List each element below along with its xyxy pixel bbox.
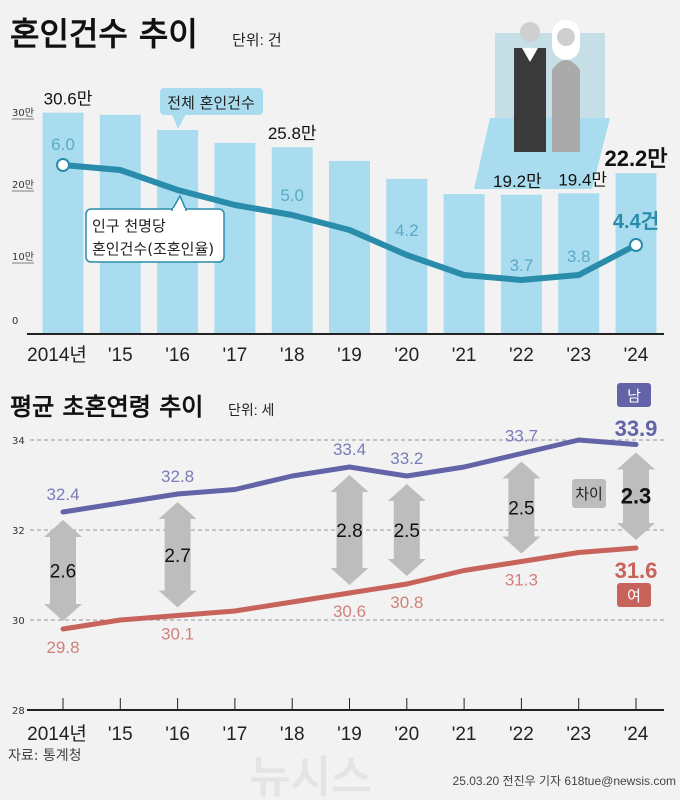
- x-tick-label: '19: [337, 345, 362, 366]
- y-tick-label: 30만: [12, 107, 34, 119]
- female-value-label: 31.6: [615, 558, 658, 583]
- x-tick-label: '18: [280, 724, 305, 745]
- rate-value-label: 3.8: [567, 247, 591, 266]
- bar-value-label: 22.2만: [604, 146, 667, 171]
- bar-0: [42, 112, 84, 334]
- callout-rate-line2: 혼인건수(조혼인율): [92, 240, 214, 258]
- bar-value-label: 19.2만: [493, 172, 542, 191]
- callout-total-label: 전체 혼인건수: [167, 94, 255, 112]
- callout-total: 전체 혼인건수: [160, 88, 263, 129]
- x-tick-label: '24: [624, 724, 649, 745]
- gap-arrow-0: [44, 520, 82, 621]
- credit-text: 25.03.20 전진우 기자 618tue@newsis.com: [453, 774, 676, 788]
- male-value-label: 33.7: [505, 427, 538, 446]
- x-tick-label: '22: [509, 345, 534, 366]
- x-tick-label: 2014년: [27, 344, 87, 366]
- x-tick-label: '15: [108, 724, 133, 745]
- legend-male: 남: [617, 383, 651, 407]
- x-tick-label: '20: [394, 345, 419, 366]
- gap-value-label: 2.3: [621, 483, 652, 508]
- callout-rate: 인구 천명당 혼인건수(조혼인율): [85, 194, 225, 263]
- bar-value-label: 30.6만: [44, 90, 93, 109]
- gap-value-label: 2.5: [508, 499, 534, 520]
- bar-5: [329, 160, 370, 333]
- gap-arrow-6: [387, 484, 426, 576]
- bar-value-label: 25.8만: [268, 124, 317, 143]
- female-value-label: 30.1: [161, 625, 194, 644]
- male-value-label: 32.8: [161, 467, 194, 486]
- x-tick-label: 2014년: [27, 723, 87, 745]
- female-value-label: 30.6: [333, 602, 366, 621]
- male-line: [60, 437, 639, 515]
- gap-value-label: 2.5: [394, 521, 420, 542]
- rate-value-label: 5.0: [280, 186, 304, 205]
- female-value-label: 31.3: [505, 571, 538, 590]
- female-value-label: 30.8: [390, 593, 423, 612]
- gap-arrow-10: [617, 452, 655, 540]
- gap-arrow-2: [158, 502, 197, 608]
- chart1-title: 혼인건수 추이: [10, 15, 198, 53]
- gap-legend-label: 차이: [575, 485, 603, 503]
- y-tick-label: 0: [12, 316, 18, 327]
- female-value-label: 29.8: [46, 638, 79, 657]
- x-tick-label: '21: [452, 724, 477, 745]
- rate-value-label: 6.0: [51, 135, 75, 154]
- gap-arrow-8: [502, 461, 541, 554]
- rate-value-label: 4.4건: [613, 210, 659, 233]
- bar-4: [271, 147, 313, 333]
- bar-9: [558, 193, 600, 333]
- x-tick-label: '22: [509, 724, 534, 745]
- x-tick-label: '17: [223, 724, 248, 745]
- x-tick-label: '15: [108, 345, 133, 366]
- wedding-couple-icon: [474, 20, 610, 189]
- male-value-label: 32.4: [46, 485, 79, 504]
- gap-legend: 차이: [572, 479, 606, 508]
- x-tick-label: '19: [337, 724, 362, 745]
- y-tick-label: 34: [12, 436, 25, 447]
- source-text: 자료: 통계청: [8, 748, 82, 764]
- male-value-label: 33.2: [390, 449, 423, 468]
- chart2-unit: 단위: 세: [228, 402, 274, 418]
- rate-line: [60, 162, 639, 283]
- male-value-label: 33.4: [333, 440, 366, 459]
- callout-rate-line1: 인구 천명당: [92, 217, 166, 235]
- bar-value-label: 19.4만: [558, 170, 607, 189]
- gap-value-label: 2.7: [164, 546, 190, 567]
- y-tick-label: 10만: [12, 251, 34, 263]
- x-tick-label: '23: [566, 724, 591, 745]
- legend-female-label: 여: [627, 587, 641, 605]
- legend-female: 여: [617, 583, 651, 607]
- rate-value-label: 3.7: [510, 256, 534, 275]
- chart1-unit: 단위: 건: [232, 32, 282, 49]
- x-tick-label: '21: [452, 345, 477, 366]
- rate-point-10: [629, 238, 643, 252]
- gap-value-label: 2.8: [336, 521, 362, 542]
- gap-value-label: 2.6: [50, 562, 76, 583]
- bar-7: [443, 194, 485, 333]
- gap-arrow-5: [330, 475, 369, 585]
- x-tick-label: '24: [624, 345, 649, 366]
- chart2-title: 평균 초혼연령 추이: [10, 393, 203, 421]
- x-tick-label: '16: [165, 345, 190, 366]
- x-tick-label: '18: [280, 345, 305, 366]
- female-line: [60, 545, 639, 632]
- male-value-label: 33.9: [615, 416, 658, 441]
- x-tick-label: '16: [165, 724, 190, 745]
- x-tick-label: '23: [566, 345, 591, 366]
- x-tick-label: '17: [223, 345, 248, 366]
- watermark: 뉴시스: [250, 752, 371, 800]
- y-tick-label: 28: [12, 706, 25, 717]
- y-tick-label: 32: [12, 526, 25, 537]
- legend-male-label: 남: [627, 387, 641, 405]
- rate-value-label: 4.2: [395, 221, 419, 240]
- y-tick-label: 20만: [12, 179, 34, 191]
- x-tick-label: '20: [394, 724, 419, 745]
- bar-8: [500, 194, 542, 333]
- rate-point-0: [56, 158, 70, 172]
- y-tick-label: 30: [12, 616, 25, 627]
